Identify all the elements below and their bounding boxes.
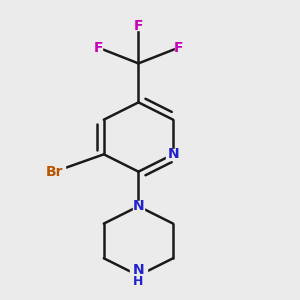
Bar xyxy=(133,201,144,211)
Bar xyxy=(130,268,147,284)
Bar xyxy=(166,149,180,160)
Bar xyxy=(175,43,183,52)
Text: N: N xyxy=(133,199,144,213)
Bar xyxy=(44,166,65,177)
Text: H: H xyxy=(133,275,144,288)
Text: F: F xyxy=(93,40,103,55)
Bar xyxy=(134,21,143,31)
Text: N: N xyxy=(133,263,144,278)
Text: F: F xyxy=(134,19,143,33)
Text: F: F xyxy=(174,40,184,55)
Bar xyxy=(94,43,102,52)
Text: Br: Br xyxy=(46,165,64,179)
Text: N: N xyxy=(167,147,179,161)
